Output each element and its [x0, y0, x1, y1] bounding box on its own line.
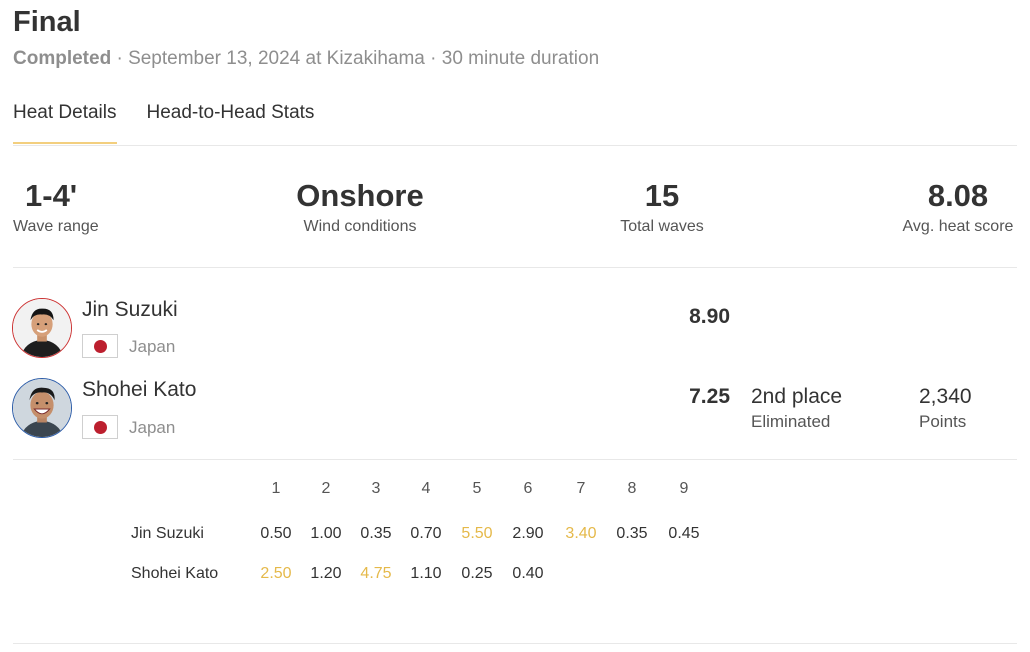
stat-label: Total waves	[620, 218, 704, 235]
surfer-points: 2,340	[919, 385, 972, 408]
stats-divider	[13, 267, 1017, 268]
wave-score-cell: 0.35	[360, 525, 392, 542]
wave-number-header: 1	[271, 480, 281, 497]
wave-number-header: 7	[576, 480, 586, 497]
wave-number-header: 3	[371, 480, 381, 497]
wave-score-cell: 0.70	[410, 525, 442, 542]
wave-score-cell: 1.10	[410, 565, 442, 582]
surfers-divider	[13, 459, 1017, 460]
japan-flag-icon	[82, 415, 118, 439]
wave-number-header: 2	[321, 480, 331, 497]
wave-score-cell: 0.35	[616, 525, 648, 542]
wave-number-header: 8	[627, 480, 637, 497]
wave-score-cell: 0.50	[260, 525, 292, 542]
heat-status: Completed	[13, 48, 112, 69]
tab-bar: Heat Details Head-to-Head Stats	[13, 102, 344, 144]
wave-score-cell: 2.50	[260, 565, 292, 582]
flag-circle	[94, 339, 107, 353]
stat-value: Onshore	[296, 178, 424, 213]
stat-value: 15	[644, 178, 680, 213]
person-avatar-icon	[13, 299, 71, 357]
heat-title: Final	[13, 6, 81, 38]
surfer-result: Eliminated	[751, 412, 831, 431]
wave-number-header: 4	[421, 480, 431, 497]
heat-details: · September 13, 2024 at Kizakihama · 30 …	[111, 48, 600, 69]
tab-heat-details[interactable]: Heat Details	[13, 102, 117, 144]
wave-number-header: 9	[679, 480, 689, 497]
avatar-shohei-kato[interactable]	[12, 378, 72, 438]
wave-score-cell: 1.20	[310, 565, 342, 582]
points-label: Points	[919, 412, 967, 431]
flag-circle	[94, 420, 107, 434]
wave-score-cell: 5.50	[461, 525, 493, 542]
japan-flag-icon	[82, 334, 118, 358]
stat-label: Wave range	[13, 218, 99, 235]
surfer-country: Japan	[129, 337, 176, 356]
surfer-score: 7.25	[689, 385, 730, 408]
wave-row-surfer-name: Jin Suzuki	[131, 525, 204, 542]
wave-row-surfer-name: Shohei Kato	[131, 565, 219, 582]
wave-score-cell: 0.25	[461, 565, 493, 582]
stat-wave-range: 1-4' Wave range	[13, 178, 99, 236]
wave-score-cell: 1.00	[310, 525, 342, 542]
stat-avg-heat-score: 8.08 Avg. heat score	[892, 178, 1024, 236]
surfer-country: Japan	[129, 418, 176, 437]
wave-number-header: 6	[523, 480, 533, 497]
surfer-place: 2nd place	[751, 385, 843, 408]
wave-score-cell: 0.40	[512, 565, 544, 582]
person-avatar-icon	[13, 379, 71, 437]
surfer-name[interactable]: Jin Suzuki	[82, 298, 178, 321]
wave-score-cell: 4.75	[360, 565, 392, 582]
surfer-name[interactable]: Shohei Kato	[82, 378, 197, 401]
tabs-divider	[13, 145, 1017, 146]
surfer-score: 8.90	[689, 305, 730, 328]
stat-total-waves: 15 Total waves	[592, 178, 732, 236]
heat-subtitle: Completed · September 13, 2024 at Kizaki…	[13, 48, 599, 70]
tab-head-to-head-stats[interactable]: Head-to-Head Stats	[146, 102, 315, 123]
stat-value: 1-4'	[25, 178, 78, 213]
wave-number-header: 5	[472, 480, 482, 497]
wave-score-cell: 0.45	[668, 525, 700, 542]
wave-score-cell: 2.90	[512, 525, 544, 542]
stat-value: 8.08	[927, 178, 989, 213]
stat-label: Wind conditions	[303, 218, 417, 235]
bottom-divider	[13, 643, 1017, 644]
stat-wind-conditions: Onshore Wind conditions	[280, 178, 440, 236]
stat-label: Avg. heat score	[902, 218, 1014, 235]
avatar-jin-suzuki[interactable]	[12, 298, 72, 358]
wave-score-cell: 3.40	[565, 525, 597, 542]
